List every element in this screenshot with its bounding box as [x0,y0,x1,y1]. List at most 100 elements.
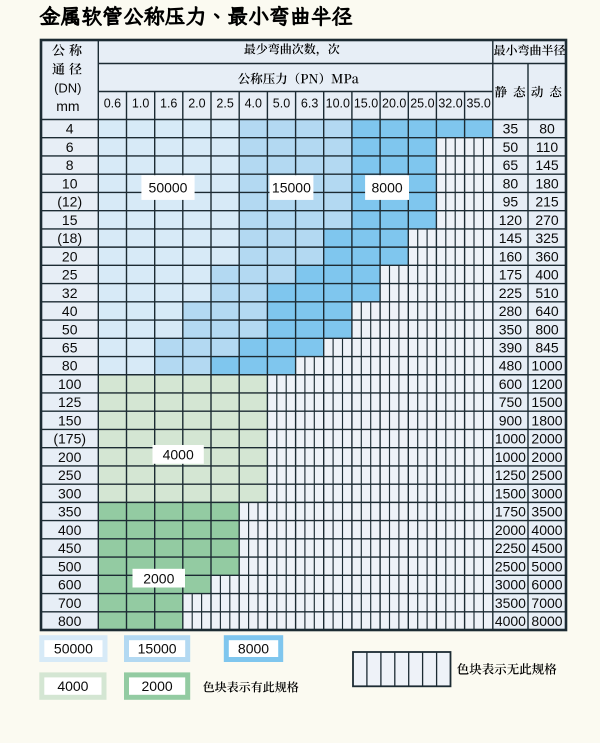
svg-text:65: 65 [503,157,519,173]
svg-text:2000: 2000 [495,522,526,538]
svg-text:400: 400 [535,267,559,283]
svg-text:2.0: 2.0 [188,97,205,111]
svg-text:3500: 3500 [495,595,526,611]
svg-text:360: 360 [535,248,559,264]
svg-text:225: 225 [499,285,523,301]
svg-text:4500: 4500 [531,540,562,556]
svg-text:350: 350 [499,321,523,337]
svg-text:65: 65 [62,340,78,356]
svg-text:3000: 3000 [531,485,562,501]
svg-text:0.6: 0.6 [104,97,121,111]
svg-text:110: 110 [536,139,559,155]
svg-text:8000: 8000 [238,641,269,657]
svg-text:mm: mm [56,98,79,114]
svg-text:50: 50 [503,139,519,155]
svg-text:2000: 2000 [531,449,562,465]
svg-text:20.0: 20.0 [382,97,406,111]
svg-text:640: 640 [535,303,559,319]
svg-text:4000: 4000 [495,613,526,629]
svg-text:1000: 1000 [495,431,526,447]
svg-text:500: 500 [58,558,82,574]
svg-text:80: 80 [62,358,78,374]
svg-text:25: 25 [62,267,78,283]
svg-text:95: 95 [503,194,519,210]
svg-text:100: 100 [58,376,82,392]
svg-text:(12): (12) [57,194,82,210]
svg-text:145: 145 [499,230,523,246]
svg-text:2000: 2000 [531,431,562,447]
svg-text:6.3: 6.3 [301,97,318,111]
svg-text:5000: 5000 [531,558,562,574]
svg-text:1500: 1500 [495,485,526,501]
svg-text:145: 145 [535,157,559,173]
svg-text:250: 250 [58,467,82,483]
svg-text:7000: 7000 [531,595,562,611]
svg-text:10.0: 10.0 [326,97,350,111]
svg-text:8000: 8000 [372,180,403,196]
svg-text:15000: 15000 [272,180,311,196]
svg-text:300: 300 [58,485,82,501]
svg-text:4: 4 [66,121,74,137]
svg-text:(DN): (DN) [54,81,81,96]
svg-text:2500: 2500 [495,558,526,574]
svg-text:160: 160 [499,248,523,264]
svg-text:510: 510 [535,285,559,301]
svg-text:50: 50 [62,321,78,337]
svg-text:1250: 1250 [495,467,526,483]
svg-text:1750: 1750 [495,504,526,520]
svg-text:700: 700 [58,595,82,611]
svg-text:35.0: 35.0 [467,97,491,111]
svg-text:6: 6 [66,139,74,155]
svg-text:325: 325 [535,230,559,246]
svg-text:(175): (175) [53,431,86,447]
svg-text:8: 8 [66,157,74,173]
svg-text:1000: 1000 [531,358,562,374]
svg-text:480: 480 [499,358,523,374]
svg-text:6000: 6000 [531,577,562,593]
svg-text:15000: 15000 [138,641,177,657]
svg-text:200: 200 [58,449,82,465]
svg-text:270: 270 [535,212,559,228]
svg-text:50000: 50000 [54,641,93,657]
svg-text:2000: 2000 [143,570,174,586]
svg-text:350: 350 [58,504,82,520]
svg-text:(18): (18) [57,230,82,246]
svg-text:800: 800 [535,321,559,337]
svg-text:845: 845 [535,340,559,356]
svg-text:1.0: 1.0 [132,97,149,111]
svg-text:1000: 1000 [495,449,526,465]
svg-text:2250: 2250 [495,540,526,556]
svg-text:175: 175 [499,267,523,283]
svg-text:20: 20 [62,248,78,264]
svg-text:2500: 2500 [531,467,562,483]
svg-text:80: 80 [539,121,555,137]
svg-text:1200: 1200 [531,376,562,392]
svg-text:40: 40 [62,303,78,319]
svg-text:600: 600 [499,376,523,392]
svg-text:150: 150 [58,412,82,428]
svg-text:800: 800 [58,613,82,629]
svg-text:215: 215 [535,194,559,210]
svg-text:450: 450 [58,540,82,556]
svg-text:1800: 1800 [531,412,562,428]
svg-text:2000: 2000 [142,678,173,694]
svg-text:125: 125 [58,394,82,410]
svg-text:400: 400 [58,522,82,538]
svg-text:2.5: 2.5 [216,97,233,111]
svg-text:120: 120 [499,212,523,228]
svg-text:35: 35 [503,121,519,137]
svg-text:600: 600 [58,577,82,593]
svg-text:5.0: 5.0 [273,97,290,111]
svg-text:1.6: 1.6 [160,97,177,111]
svg-text:1500: 1500 [531,394,562,410]
svg-text:4000: 4000 [57,678,88,694]
svg-text:180: 180 [535,175,559,191]
svg-text:4.0: 4.0 [245,97,262,111]
svg-text:25.0: 25.0 [410,97,434,111]
svg-text:4000: 4000 [531,522,562,538]
svg-text:32: 32 [62,285,78,301]
svg-text:3500: 3500 [531,504,562,520]
svg-text:4000: 4000 [163,447,194,463]
svg-text:280: 280 [499,303,523,319]
svg-text:80: 80 [503,175,519,191]
